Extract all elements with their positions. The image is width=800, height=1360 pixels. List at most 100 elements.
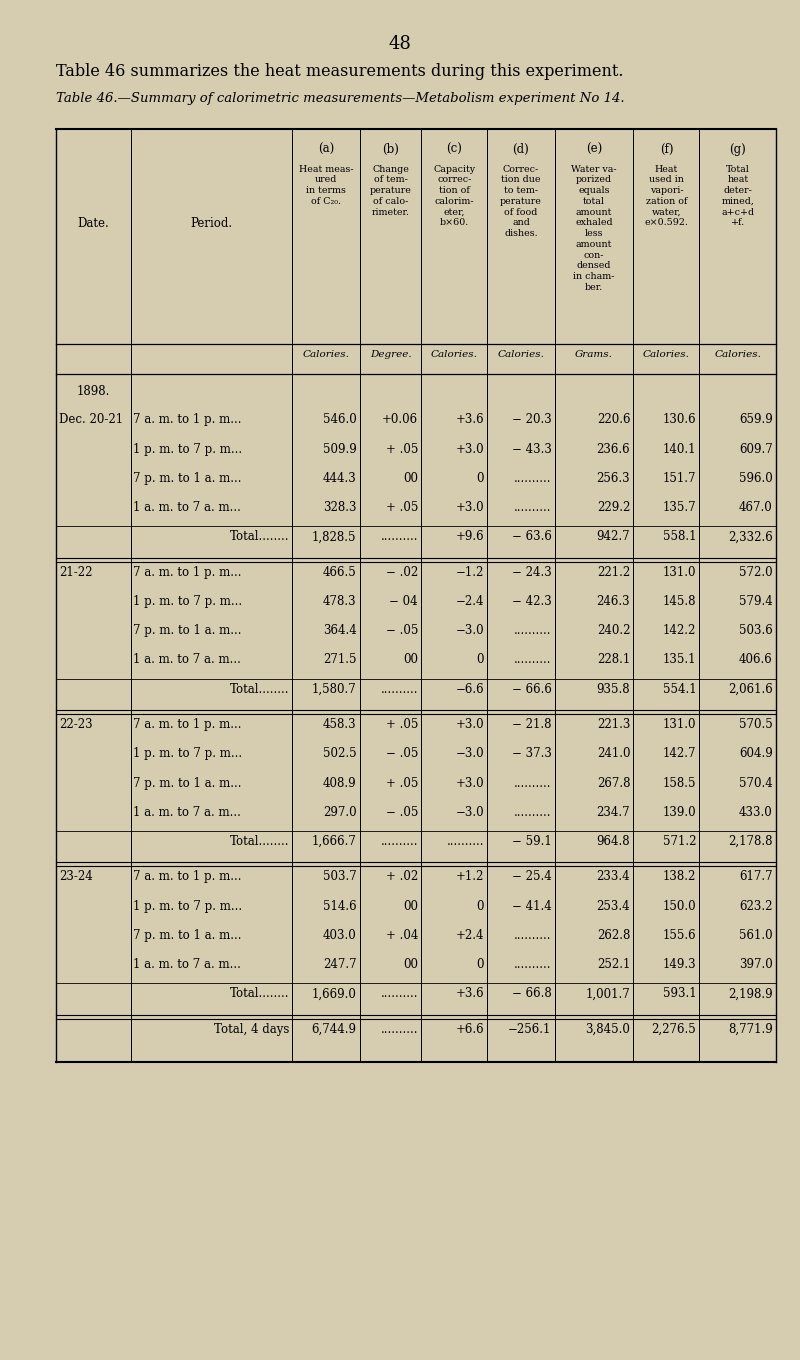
Text: Heat
used in
vapori-
zation of
water,
e×0.592.: Heat used in vapori- zation of water, e×… — [645, 165, 689, 227]
Text: − 37.3: − 37.3 — [512, 747, 551, 760]
Text: Calories.: Calories. — [302, 350, 350, 359]
Text: ..........: .......... — [381, 683, 418, 696]
Text: 1 a. m. to 7 a. m...: 1 a. m. to 7 a. m... — [134, 957, 242, 971]
Text: Calories.: Calories. — [498, 350, 545, 359]
Text: + .05: + .05 — [386, 718, 418, 732]
Text: 514.6: 514.6 — [323, 900, 357, 913]
Text: 561.0: 561.0 — [739, 929, 773, 942]
Text: − 21.8: − 21.8 — [512, 718, 551, 732]
Text: +3.0: +3.0 — [455, 500, 484, 514]
Text: 1,669.0: 1,669.0 — [312, 987, 357, 1001]
Text: +3.6: +3.6 — [455, 413, 484, 427]
Text: 241.0: 241.0 — [597, 747, 630, 760]
Text: + .04: + .04 — [386, 929, 418, 942]
Text: 1,828.5: 1,828.5 — [312, 530, 357, 544]
Text: Water va-
porized
equals
total
amount
exhaled
less
amount
con-
densed
in cham-
b: Water va- porized equals total amount ex… — [571, 165, 617, 292]
Text: 466.5: 466.5 — [322, 566, 357, 579]
Text: 2,198.9: 2,198.9 — [728, 987, 773, 1001]
Text: 1,001.7: 1,001.7 — [586, 987, 630, 1001]
Text: Date.: Date. — [78, 216, 110, 230]
Text: 151.7: 151.7 — [662, 472, 696, 486]
Text: 1 a. m. to 7 a. m...: 1 a. m. to 7 a. m... — [134, 500, 242, 514]
Text: 502.5: 502.5 — [323, 747, 357, 760]
Text: +1.2: +1.2 — [456, 870, 484, 884]
Text: 1 p. m. to 7 p. m...: 1 p. m. to 7 p. m... — [134, 900, 242, 913]
Text: − .02: − .02 — [386, 566, 418, 579]
Text: 221.3: 221.3 — [597, 718, 630, 732]
Text: −3.0: −3.0 — [455, 624, 484, 638]
Text: ..........: .......... — [514, 500, 551, 514]
Text: Capacity
correc-
tion of
calorim-
eter,
b×60.: Capacity correc- tion of calorim- eter, … — [433, 165, 475, 227]
Text: 267.8: 267.8 — [597, 777, 630, 790]
Text: 2,061.6: 2,061.6 — [728, 683, 773, 696]
Text: −2.4: −2.4 — [455, 594, 484, 608]
Text: (c): (c) — [446, 143, 462, 156]
Text: 7 a. m. to 1 p. m...: 7 a. m. to 1 p. m... — [134, 870, 242, 884]
Text: 297.0: 297.0 — [323, 805, 357, 819]
Text: − 42.3: − 42.3 — [512, 594, 551, 608]
Text: 2,178.8: 2,178.8 — [728, 835, 773, 849]
Text: 572.0: 572.0 — [739, 566, 773, 579]
Text: Heat meas-
ured
in terms
of C₂₀.: Heat meas- ured in terms of C₂₀. — [298, 165, 354, 205]
Text: 262.8: 262.8 — [597, 929, 630, 942]
Text: − 63.6: − 63.6 — [512, 530, 551, 544]
Text: 00: 00 — [403, 957, 418, 971]
Text: 617.7: 617.7 — [739, 870, 773, 884]
Text: 246.3: 246.3 — [597, 594, 630, 608]
Text: Total........: Total........ — [230, 835, 289, 849]
Text: (g): (g) — [730, 143, 746, 156]
Text: 131.0: 131.0 — [662, 718, 696, 732]
Text: 558.1: 558.1 — [662, 530, 696, 544]
Text: 571.2: 571.2 — [662, 835, 696, 849]
Text: − 25.4: − 25.4 — [512, 870, 551, 884]
Text: 150.0: 150.0 — [662, 900, 696, 913]
Text: 236.6: 236.6 — [597, 443, 630, 456]
Text: 659.9: 659.9 — [739, 413, 773, 427]
Text: +3.0: +3.0 — [455, 443, 484, 456]
Text: −1.2: −1.2 — [456, 566, 484, 579]
Text: 7 a. m. to 1 p. m...: 7 a. m. to 1 p. m... — [134, 718, 242, 732]
Text: −3.0: −3.0 — [455, 747, 484, 760]
Text: 131.0: 131.0 — [662, 566, 696, 579]
Text: 155.6: 155.6 — [662, 929, 696, 942]
Text: (a): (a) — [318, 143, 334, 156]
Text: − 20.3: − 20.3 — [512, 413, 551, 427]
Text: Correc-
tion due
to tem-
perature
of food
and
dishes.: Correc- tion due to tem- perature of foo… — [500, 165, 542, 238]
Text: Change
of tem-
perature
of calo-
rimeter.: Change of tem- perature of calo- rimeter… — [370, 165, 411, 216]
Text: − .05: − .05 — [386, 624, 418, 638]
Text: − .05: − .05 — [386, 805, 418, 819]
Text: Calories.: Calories. — [714, 350, 761, 359]
Text: 579.4: 579.4 — [739, 594, 773, 608]
Text: 7 p. m. to 1 a. m...: 7 p. m. to 1 a. m... — [134, 624, 242, 638]
Text: 1 p. m. to 7 p. m...: 1 p. m. to 7 p. m... — [134, 747, 242, 760]
Text: 0: 0 — [477, 653, 484, 666]
Text: +9.6: +9.6 — [455, 530, 484, 544]
Text: 397.0: 397.0 — [739, 957, 773, 971]
Text: − 59.1: − 59.1 — [512, 835, 551, 849]
Text: 408.9: 408.9 — [323, 777, 357, 790]
Text: +3.6: +3.6 — [455, 987, 484, 1001]
Text: − 66.6: − 66.6 — [512, 683, 551, 696]
Text: − 41.4: − 41.4 — [512, 900, 551, 913]
Text: 935.8: 935.8 — [597, 683, 630, 696]
Text: 1,666.7: 1,666.7 — [312, 835, 357, 849]
Text: Total, 4 days: Total, 4 days — [214, 1023, 289, 1036]
Text: 609.7: 609.7 — [739, 443, 773, 456]
Text: Calories.: Calories. — [643, 350, 690, 359]
Text: 458.3: 458.3 — [323, 718, 357, 732]
Text: 1 p. m. to 7 p. m...: 1 p. m. to 7 p. m... — [134, 594, 242, 608]
Text: − 04: − 04 — [390, 594, 418, 608]
Text: 0: 0 — [477, 957, 484, 971]
Text: ..........: .......... — [514, 929, 551, 942]
Text: 145.8: 145.8 — [662, 594, 696, 608]
Text: (f): (f) — [660, 143, 674, 156]
Text: 00: 00 — [403, 653, 418, 666]
Text: Degree.: Degree. — [370, 350, 411, 359]
Text: − .05: − .05 — [386, 747, 418, 760]
Text: 604.9: 604.9 — [739, 747, 773, 760]
Text: 233.4: 233.4 — [597, 870, 630, 884]
Text: 2,332.6: 2,332.6 — [728, 530, 773, 544]
Text: 252.1: 252.1 — [597, 957, 630, 971]
Text: 570.4: 570.4 — [739, 777, 773, 790]
Text: +2.4: +2.4 — [455, 929, 484, 942]
